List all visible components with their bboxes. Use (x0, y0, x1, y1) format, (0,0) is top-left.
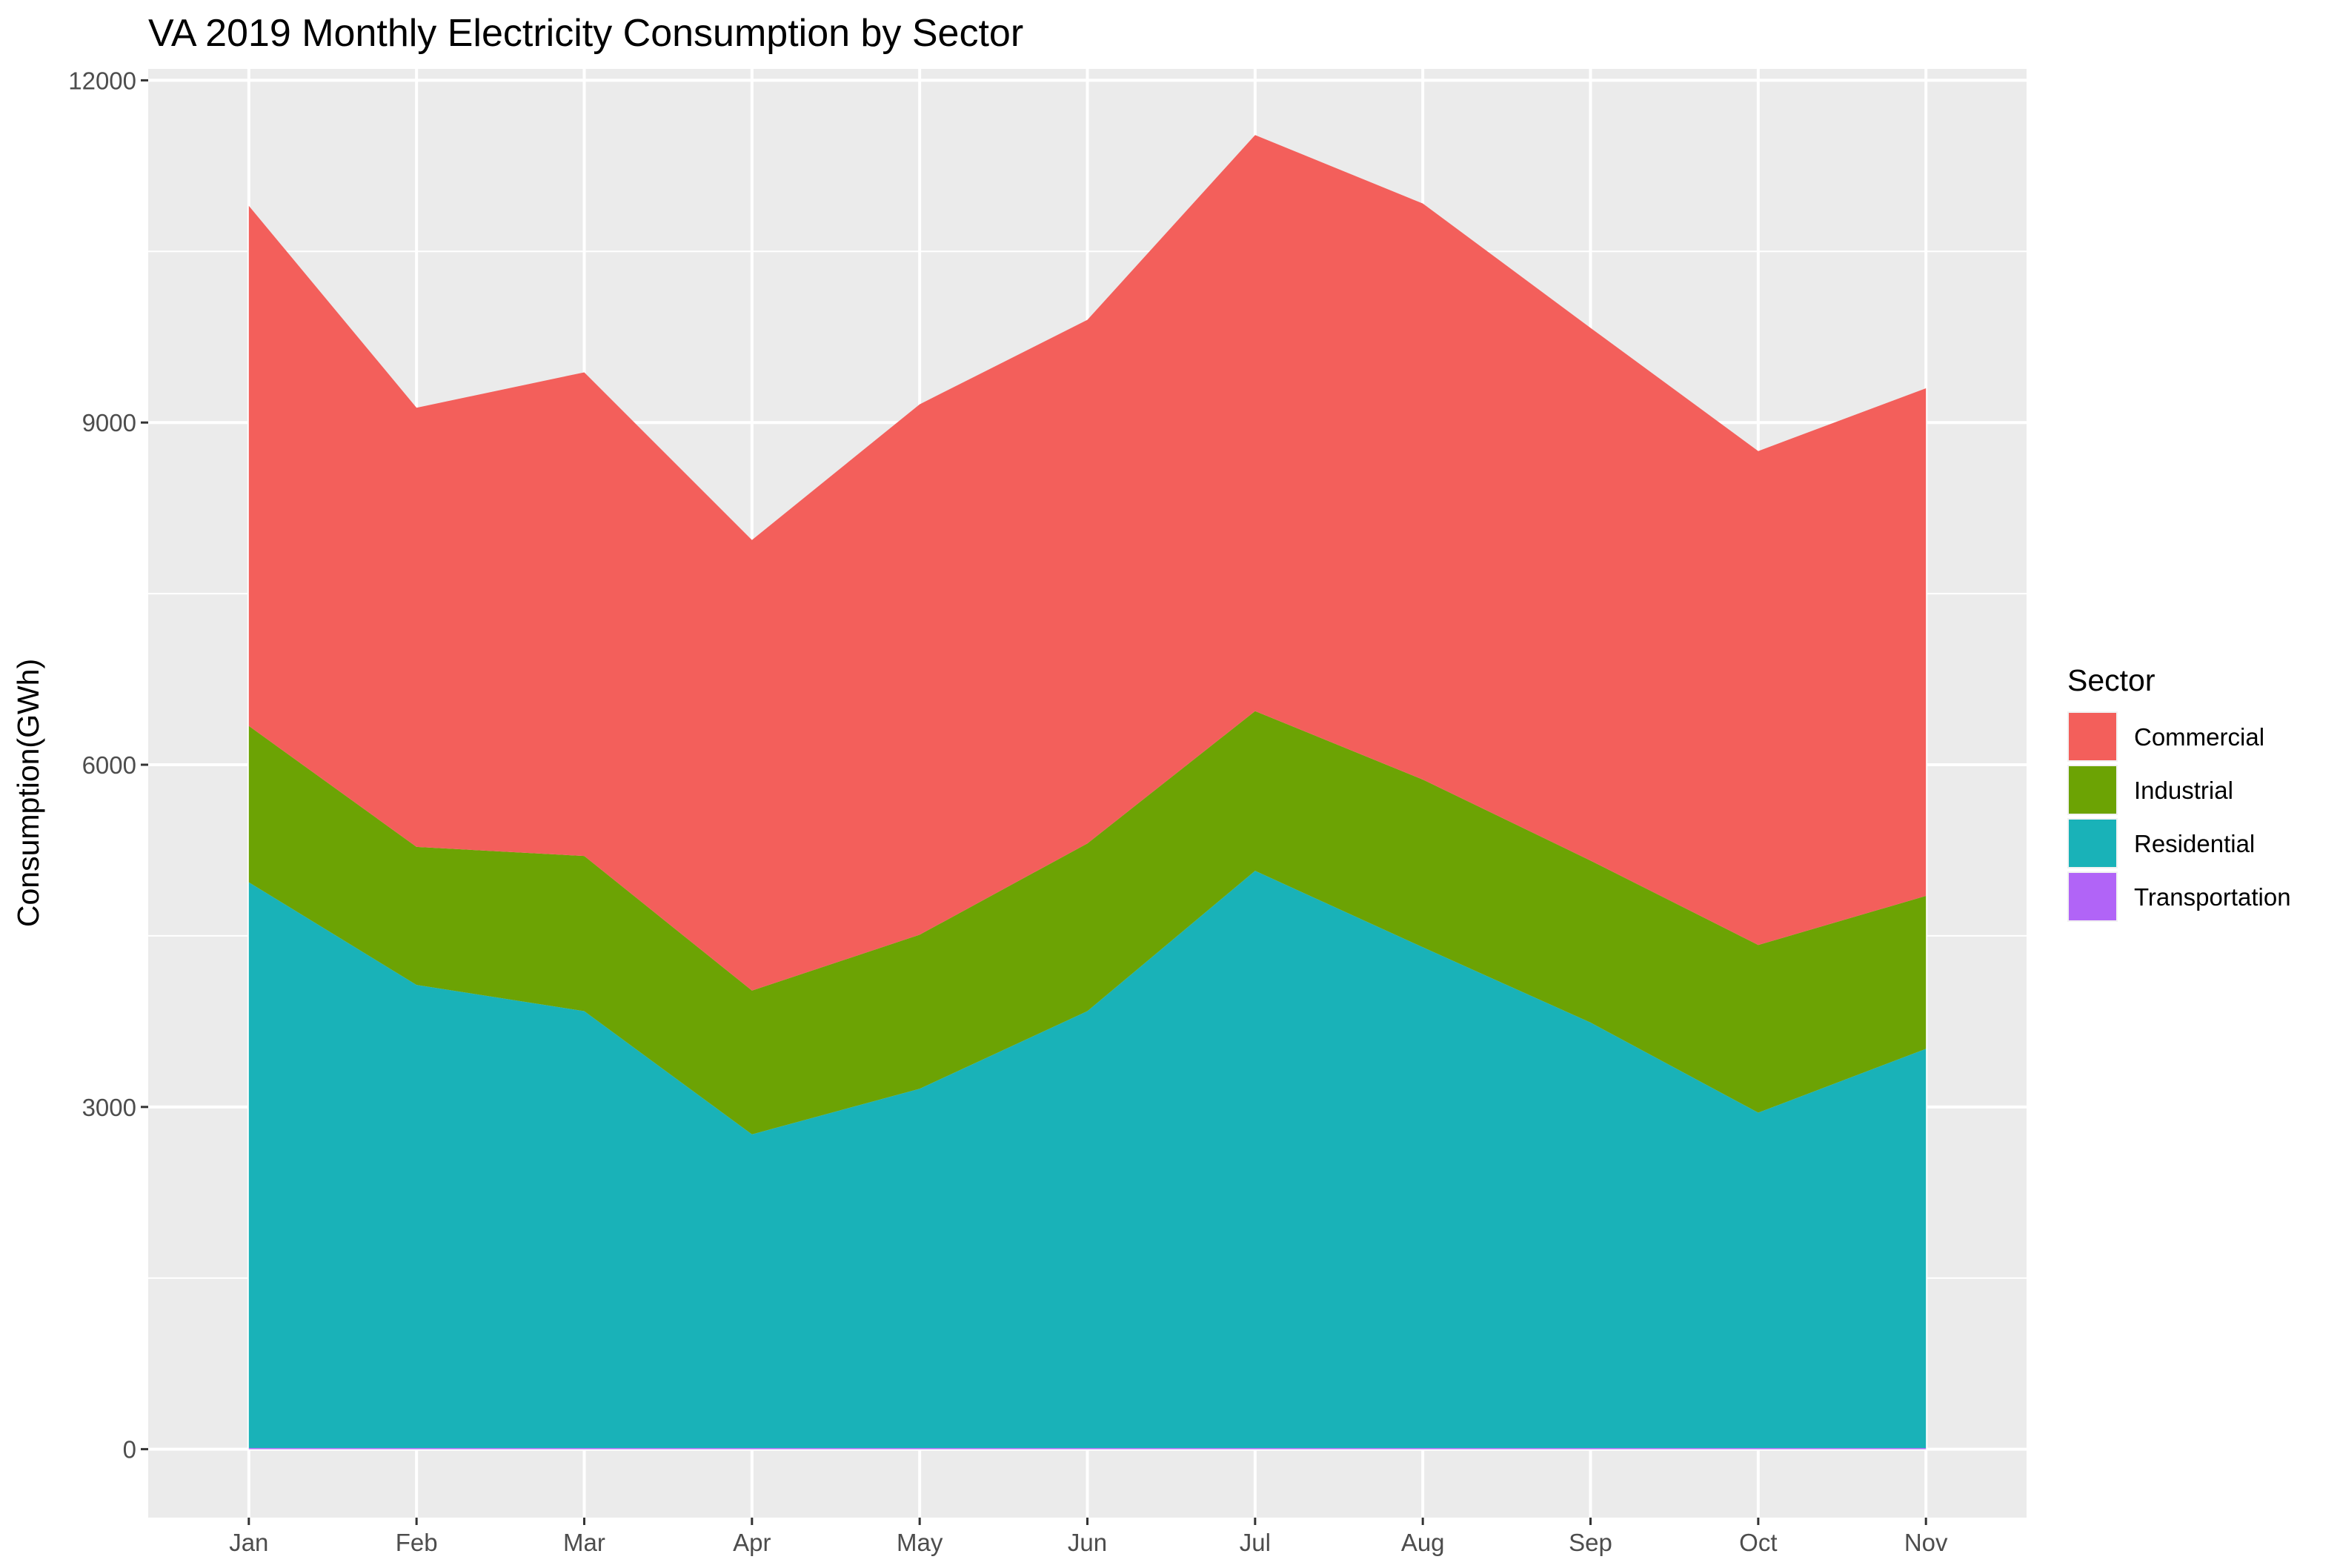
x-tick-label: Apr (733, 1529, 771, 1556)
legend-swatch (2069, 713, 2116, 760)
x-tick-label: May (897, 1529, 943, 1556)
x-tick-label: Sep (1569, 1529, 1612, 1556)
area-commercial (248, 135, 1927, 991)
chart-title: VA 2019 Monthly Electricity Consumption … (148, 12, 1023, 55)
legend-label: Residential (2134, 830, 2255, 857)
y-tick-label: 6000 (82, 751, 136, 779)
x-tick-label: Aug (1401, 1529, 1445, 1556)
legend-item-residential: Residential (2067, 818, 2255, 868)
area-residential (248, 871, 1927, 1449)
legend-item-industrial: Industrial (2067, 765, 2233, 815)
area-layers (248, 135, 1927, 1449)
legend-item-transportation: Transportation (2067, 871, 2291, 922)
x-tick-label: Jul (1240, 1529, 1271, 1556)
y-tick-label: 12000 (68, 67, 136, 94)
y-axis: 0 3000 6000 9000 12000 (68, 67, 148, 1464)
y-tick-label: 0 (123, 1436, 136, 1464)
x-tick-label: Mar (563, 1529, 605, 1556)
x-tick-label: Nov (1904, 1529, 1948, 1556)
legend: Sector Commercial Industrial Residential Tr… (2067, 663, 2291, 922)
y-tick-label: 9000 (82, 409, 136, 436)
legend-label: Industrial (2134, 777, 2233, 804)
legend-label: Commercial (2134, 723, 2264, 751)
y-tick-label: 3000 (82, 1094, 136, 1121)
area-transportation (248, 1448, 1927, 1449)
legend-swatch (2069, 766, 2116, 814)
legend-title: Sector (2067, 663, 2155, 697)
x-tick-label: Feb (396, 1529, 438, 1556)
legend-swatch (2069, 873, 2116, 920)
x-tick-label: Jan (229, 1529, 268, 1556)
x-tick-label: Jun (1068, 1529, 1107, 1556)
area-industrial (248, 711, 1927, 1135)
legend-item-commercial: Commercial (2067, 711, 2264, 762)
legend-items: Commercial Industrial Residential Transport… (2067, 711, 2291, 922)
x-axis: Jan Feb Mar Apr May Jun Jul Aug Sep Oct Nov (229, 1518, 1948, 1556)
legend-label: Transportation (2134, 883, 2291, 911)
legend-swatch (2069, 820, 2116, 867)
y-axis-label: Consumption(GWh) (11, 659, 45, 927)
x-tick-label: Oct (1739, 1529, 1777, 1556)
